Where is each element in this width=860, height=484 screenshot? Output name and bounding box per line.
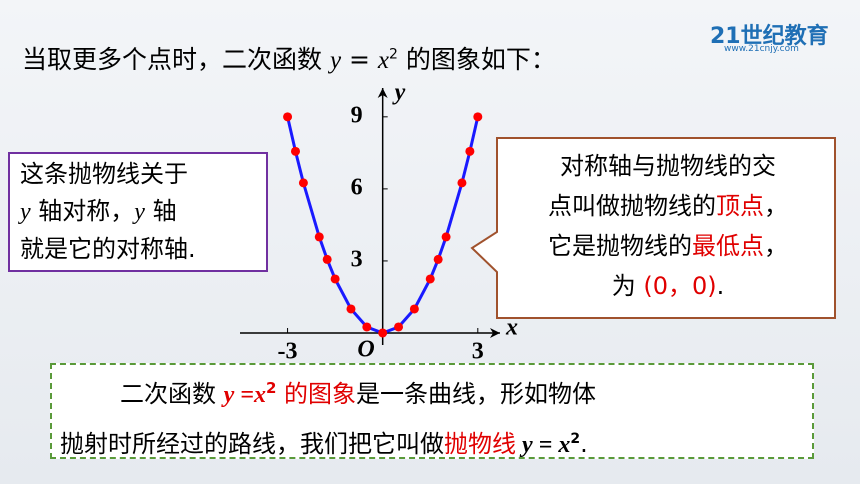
text-run: 的图象 (276, 380, 357, 408)
text-run: y =x (223, 382, 266, 408)
bottom-note-box (50, 363, 814, 459)
text-run: 为 (611, 272, 644, 300)
text-run: 二次函数 (120, 380, 224, 408)
text-run: 它是抛物线的 (548, 232, 692, 260)
point (441, 232, 451, 242)
text-run: 2 (570, 431, 581, 447)
text-run: y (134, 199, 145, 225)
point (409, 304, 419, 314)
text-run: x (377, 47, 390, 74)
right-note-callout (470, 137, 836, 319)
x-tick-label: -3 (278, 338, 298, 364)
point (362, 322, 372, 332)
title: 当取更多个点时，二次函数 y = x2 的图象如下： (22, 40, 556, 76)
text-line: y 轴对称，y 轴 (20, 193, 196, 231)
text-run: 抛射时所经过的路线，我们把它叫做 (60, 430, 444, 458)
left-note: 这条抛物线关于 y 轴对称，y 轴就是它的对称轴. (20, 156, 196, 268)
text-run: (0，0) (643, 272, 717, 300)
text-run: = (341, 45, 378, 74)
logo-url: www.21cnjy.com (724, 44, 799, 54)
origin-label: O (357, 336, 374, 362)
text-run: 对称轴与抛物线的交 (560, 152, 776, 180)
text-run: 的图象如下： (397, 45, 556, 74)
point (283, 112, 293, 122)
point (346, 304, 356, 314)
text-run: 顶点 (716, 192, 764, 220)
text-run: 当取更多个点时，二次函数 (22, 45, 330, 74)
point (473, 112, 483, 122)
text-run: . (580, 430, 588, 458)
point (314, 232, 324, 242)
point (394, 322, 404, 332)
point (378, 328, 388, 338)
bottom-note: 二次函数 y =x2 的图象是一条曲线，形如物体 抛射时所经过的路线，我们把它叫做… (60, 366, 596, 467)
x-axis-label: x (505, 314, 518, 340)
text-run: . (716, 272, 725, 300)
point (322, 254, 332, 264)
text-line: 点叫做抛物线的顶点， (503, 186, 833, 226)
point (433, 254, 443, 264)
text-run: 点叫做抛物线的 (548, 192, 716, 220)
text-line: 就是它的对称轴. (20, 231, 196, 268)
logo: 21世纪教育 (710, 24, 829, 49)
y-tick-label: 6 (351, 174, 363, 200)
text-line: 抛射时所经过的路线，我们把它叫做抛物线 y = x2. (60, 417, 596, 467)
y-axis-label: y (392, 80, 406, 106)
text-run: 轴 (144, 197, 177, 225)
x-tick-label: 3 (472, 338, 484, 364)
text-run: 抛物线 (444, 430, 516, 458)
point (425, 274, 435, 284)
y-tick-label: 9 (351, 102, 363, 128)
text-run: 2 (389, 46, 398, 63)
text-line: 二次函数 y =x2 的图象是一条曲线，形如物体 (60, 366, 596, 417)
text-run: ， (764, 192, 788, 220)
right-note: 对称轴与抛物线的交 点叫做抛物线的顶点， 它是抛物线的最低点，为 (0，0). (503, 146, 833, 306)
text-run: y (20, 199, 31, 225)
y-axis-arrow (377, 88, 388, 98)
text-run: 是一条曲线，形如物体 (356, 380, 597, 408)
text-run: 2 (265, 379, 277, 397)
text-run: 轴对称， (30, 197, 135, 225)
text-run: ， (764, 232, 788, 260)
point (298, 178, 308, 188)
point (330, 274, 340, 284)
text-run: 这条抛物线关于 (20, 160, 188, 188)
text-line: 为 (0，0). (503, 266, 833, 306)
x-axis-arrow (490, 327, 500, 338)
point (290, 146, 300, 156)
text-run: 最低点 (692, 232, 764, 260)
text-run: y = x (516, 432, 571, 458)
text-run: y (329, 47, 342, 74)
y-tick-label: 3 (351, 246, 363, 272)
point (465, 146, 475, 156)
text-line: 这条抛物线关于 (20, 156, 196, 193)
point (457, 178, 467, 188)
text-line: 对称轴与抛物线的交 (503, 146, 833, 186)
text-run: 就是它的对称轴. (20, 235, 196, 263)
left-note-box (8, 152, 268, 272)
text-line: 它是抛物线的最低点， (503, 226, 833, 266)
